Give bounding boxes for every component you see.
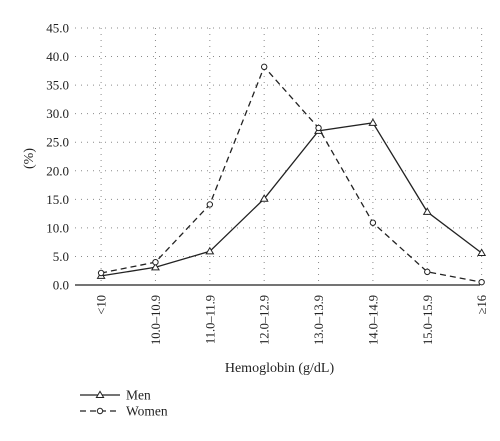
x-axis-label: Hemoglobin (g/dL) — [225, 361, 335, 376]
data-point-men — [422, 207, 432, 215]
series-line-men — [100, 122, 483, 277]
legend-label: Men — [126, 388, 151, 403]
legend-item-women: Women — [80, 404, 168, 419]
data-point-men — [150, 262, 160, 271]
data-point-women — [260, 63, 268, 71]
y-tick-label: 25.0 — [46, 135, 69, 150]
data-point-men — [259, 194, 269, 202]
x-tick-label: 13.0–13.9 — [312, 295, 326, 345]
legend-marker-triangle — [95, 390, 105, 399]
data-point-women — [97, 269, 105, 277]
data-point-women — [206, 201, 214, 208]
data-point-women — [478, 278, 485, 286]
x-tick-label: 12.0–12.9 — [258, 295, 272, 345]
x-tick-label: 10.0–10.9 — [149, 295, 163, 345]
y-tick-label: 10.0 — [46, 220, 69, 235]
x-tick-label: 15.0–15.9 — [421, 295, 435, 345]
data-point-women — [369, 219, 377, 226]
data-point-men — [368, 118, 378, 126]
data-point-women — [152, 258, 159, 266]
grid-layer — [75, 27, 483, 285]
series-layer — [96, 63, 487, 286]
y-tick-label: 30.0 — [46, 106, 69, 121]
y-tick-label: 0.0 — [53, 278, 69, 293]
series-line-women — [100, 65, 482, 283]
y-tick-labels: 0.0 5.0 10.0 15.0 20.0 25.0 30.0 35.0 40.0 45.0 — [46, 21, 69, 293]
legend-label: Women — [126, 404, 168, 419]
y-tick-label: 5.0 — [53, 249, 69, 264]
data-point-men — [205, 246, 215, 255]
data-point-women — [315, 124, 322, 132]
x-tick-label: <10 — [95, 295, 109, 315]
x-tick-label: 14.0–14.9 — [366, 295, 380, 345]
y-tick-label: 35.0 — [46, 78, 69, 93]
y-tick-label: 45.0 — [46, 21, 69, 36]
legend-item-men: Men — [80, 388, 151, 403]
data-point-women — [424, 268, 431, 276]
y-tick-label: 40.0 — [46, 49, 69, 64]
y-tick-label: 15.0 — [46, 192, 69, 207]
x-tick-label: ≥16 — [475, 295, 489, 314]
legend-marker-circle — [96, 407, 104, 415]
data-point-men — [477, 248, 487, 257]
x-tick-label: 11.0–11.9 — [203, 295, 217, 344]
y-axis-label: (%) — [22, 148, 37, 169]
y-tick-label: 20.0 — [46, 163, 69, 178]
x-tick-labels: <10 10.0–10.9 11.0–11.9 12.0–12.9 13.0–13.9 1… — [95, 295, 490, 345]
